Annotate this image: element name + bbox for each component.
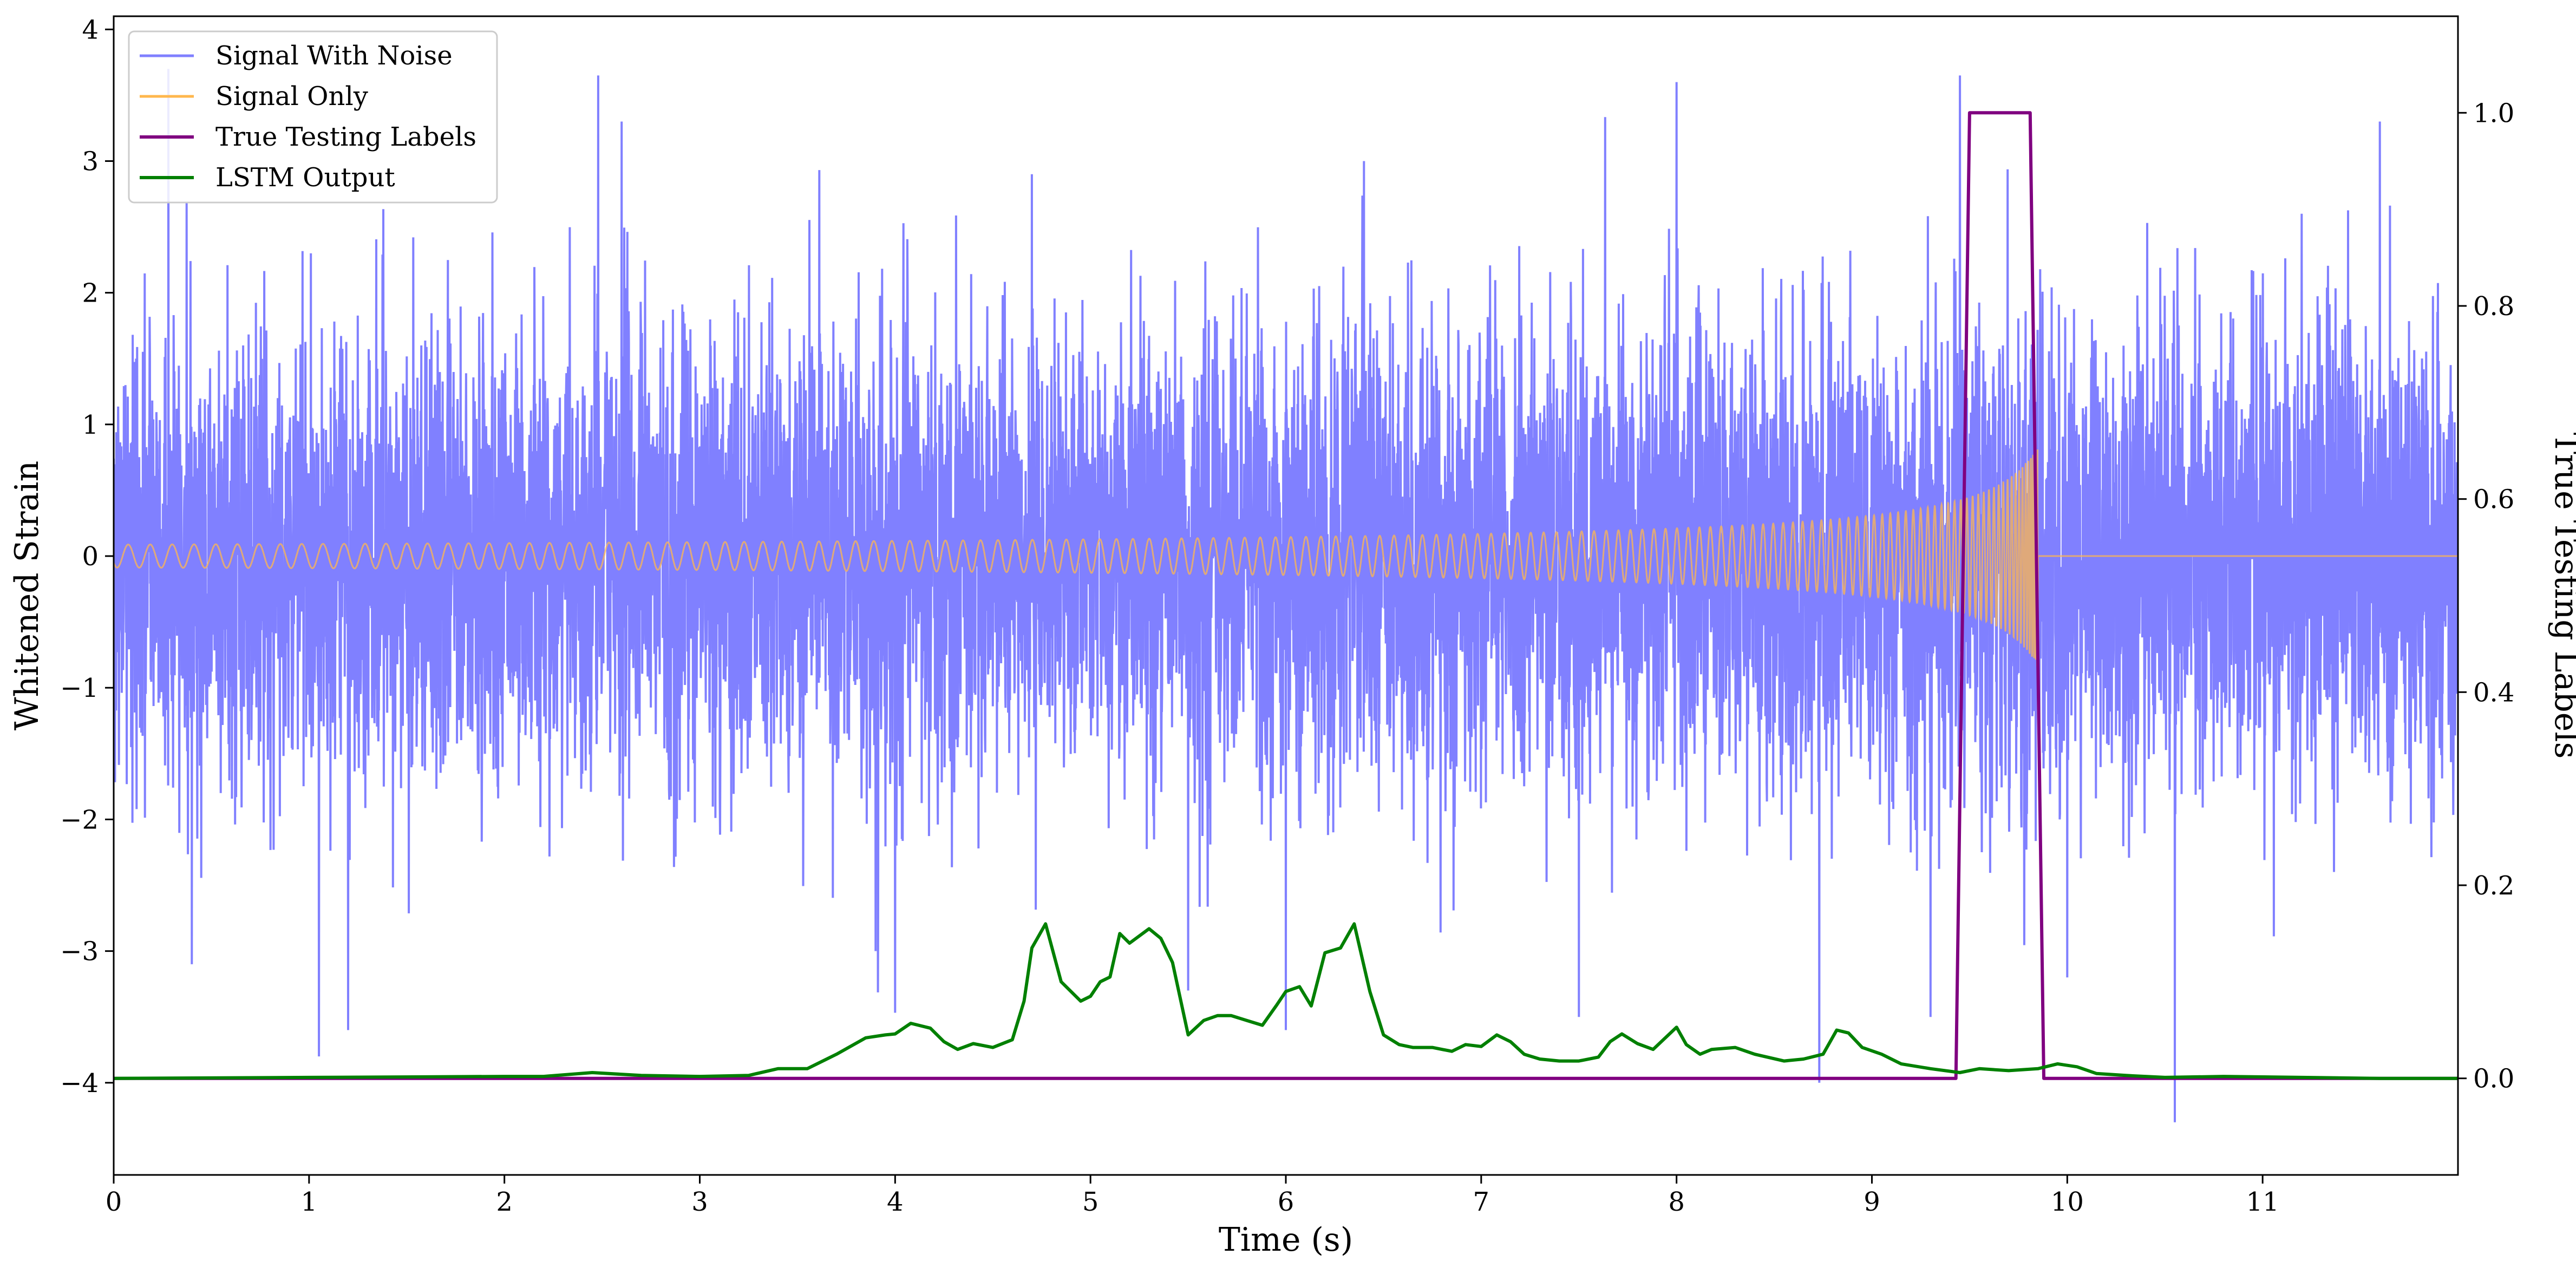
y2-tick-label: 1.0	[2473, 98, 2514, 128]
y-tick-label: −4	[60, 1068, 99, 1099]
y-tick-label: 2	[82, 278, 99, 309]
y2-axis-title: True Testing Labels	[2547, 433, 2576, 759]
y2-tick-label: 0.0	[2473, 1064, 2514, 1094]
y2-tick-label: 0.6	[2473, 485, 2514, 515]
y-tick-label: 1	[82, 410, 99, 440]
y2-tick-label: 0.2	[2473, 871, 2514, 901]
x-tick-label: 3	[691, 1187, 708, 1217]
x-tick-label: 10	[2051, 1187, 2084, 1217]
legend-box	[128, 30, 498, 204]
x-tick-label: 7	[1473, 1187, 1490, 1217]
x-axis-ticks: 0 1 2 3 4 5 6 7 8 9 10 11	[106, 1175, 2279, 1217]
x-tick-label: 1	[301, 1187, 318, 1217]
y-tick-label: 3	[82, 147, 99, 177]
y-axis-ticks: −4 −3 −2 −1 0 1 2 3 4	[60, 15, 114, 1099]
legend-label: LSTM Output	[215, 162, 395, 193]
x-tick-label: 5	[1082, 1187, 1099, 1217]
signal-only-line	[114, 449, 2458, 667]
y-axis-title: Whitened Strain	[8, 461, 46, 730]
y2-tick-label: 0.4	[2473, 677, 2514, 708]
y-tick-label: 4	[82, 15, 99, 45]
x-axis-title: Time (s)	[1219, 1221, 1353, 1259]
legend-entry-signal-only: Signal Only	[140, 81, 368, 112]
x-tick-label: 2	[496, 1187, 513, 1217]
legend-entry-true-testing-labels: True Testing Labels	[140, 122, 476, 152]
x-tick-label: 0	[106, 1187, 122, 1217]
x-tick-label: 8	[1668, 1187, 1685, 1217]
y-tick-label: −1	[60, 673, 99, 703]
lstm-output-line	[114, 922, 2458, 1080]
legend-entry-lstm-output: LSTM Output	[140, 162, 395, 193]
y-tick-label: −3	[60, 937, 99, 967]
signal-with-noise-line	[114, 69, 2458, 1122]
y2-axis-ticks: 0.0 0.2 0.4 0.6 0.8 1.0	[2458, 98, 2514, 1094]
true-testing-labels-line	[114, 111, 2458, 1080]
legend: Signal With Noise Signal Only True Testi…	[128, 30, 498, 204]
x-tick-label: 9	[1864, 1187, 1880, 1217]
x-tick-label: 6	[1278, 1187, 1294, 1217]
legend-label: True Testing Labels	[215, 122, 476, 152]
legend-label: Signal Only	[215, 81, 368, 112]
x-tick-label: 11	[2246, 1187, 2279, 1217]
y-tick-label: 0	[82, 541, 99, 572]
legend-label: Signal With Noise	[215, 41, 453, 71]
legend-entry-signal-with-noise: Signal With Noise	[140, 41, 453, 71]
plot-area	[114, 69, 2458, 1122]
x-tick-label: 4	[887, 1187, 904, 1217]
y-tick-label: −2	[60, 805, 99, 835]
y2-tick-label: 0.8	[2473, 291, 2514, 322]
